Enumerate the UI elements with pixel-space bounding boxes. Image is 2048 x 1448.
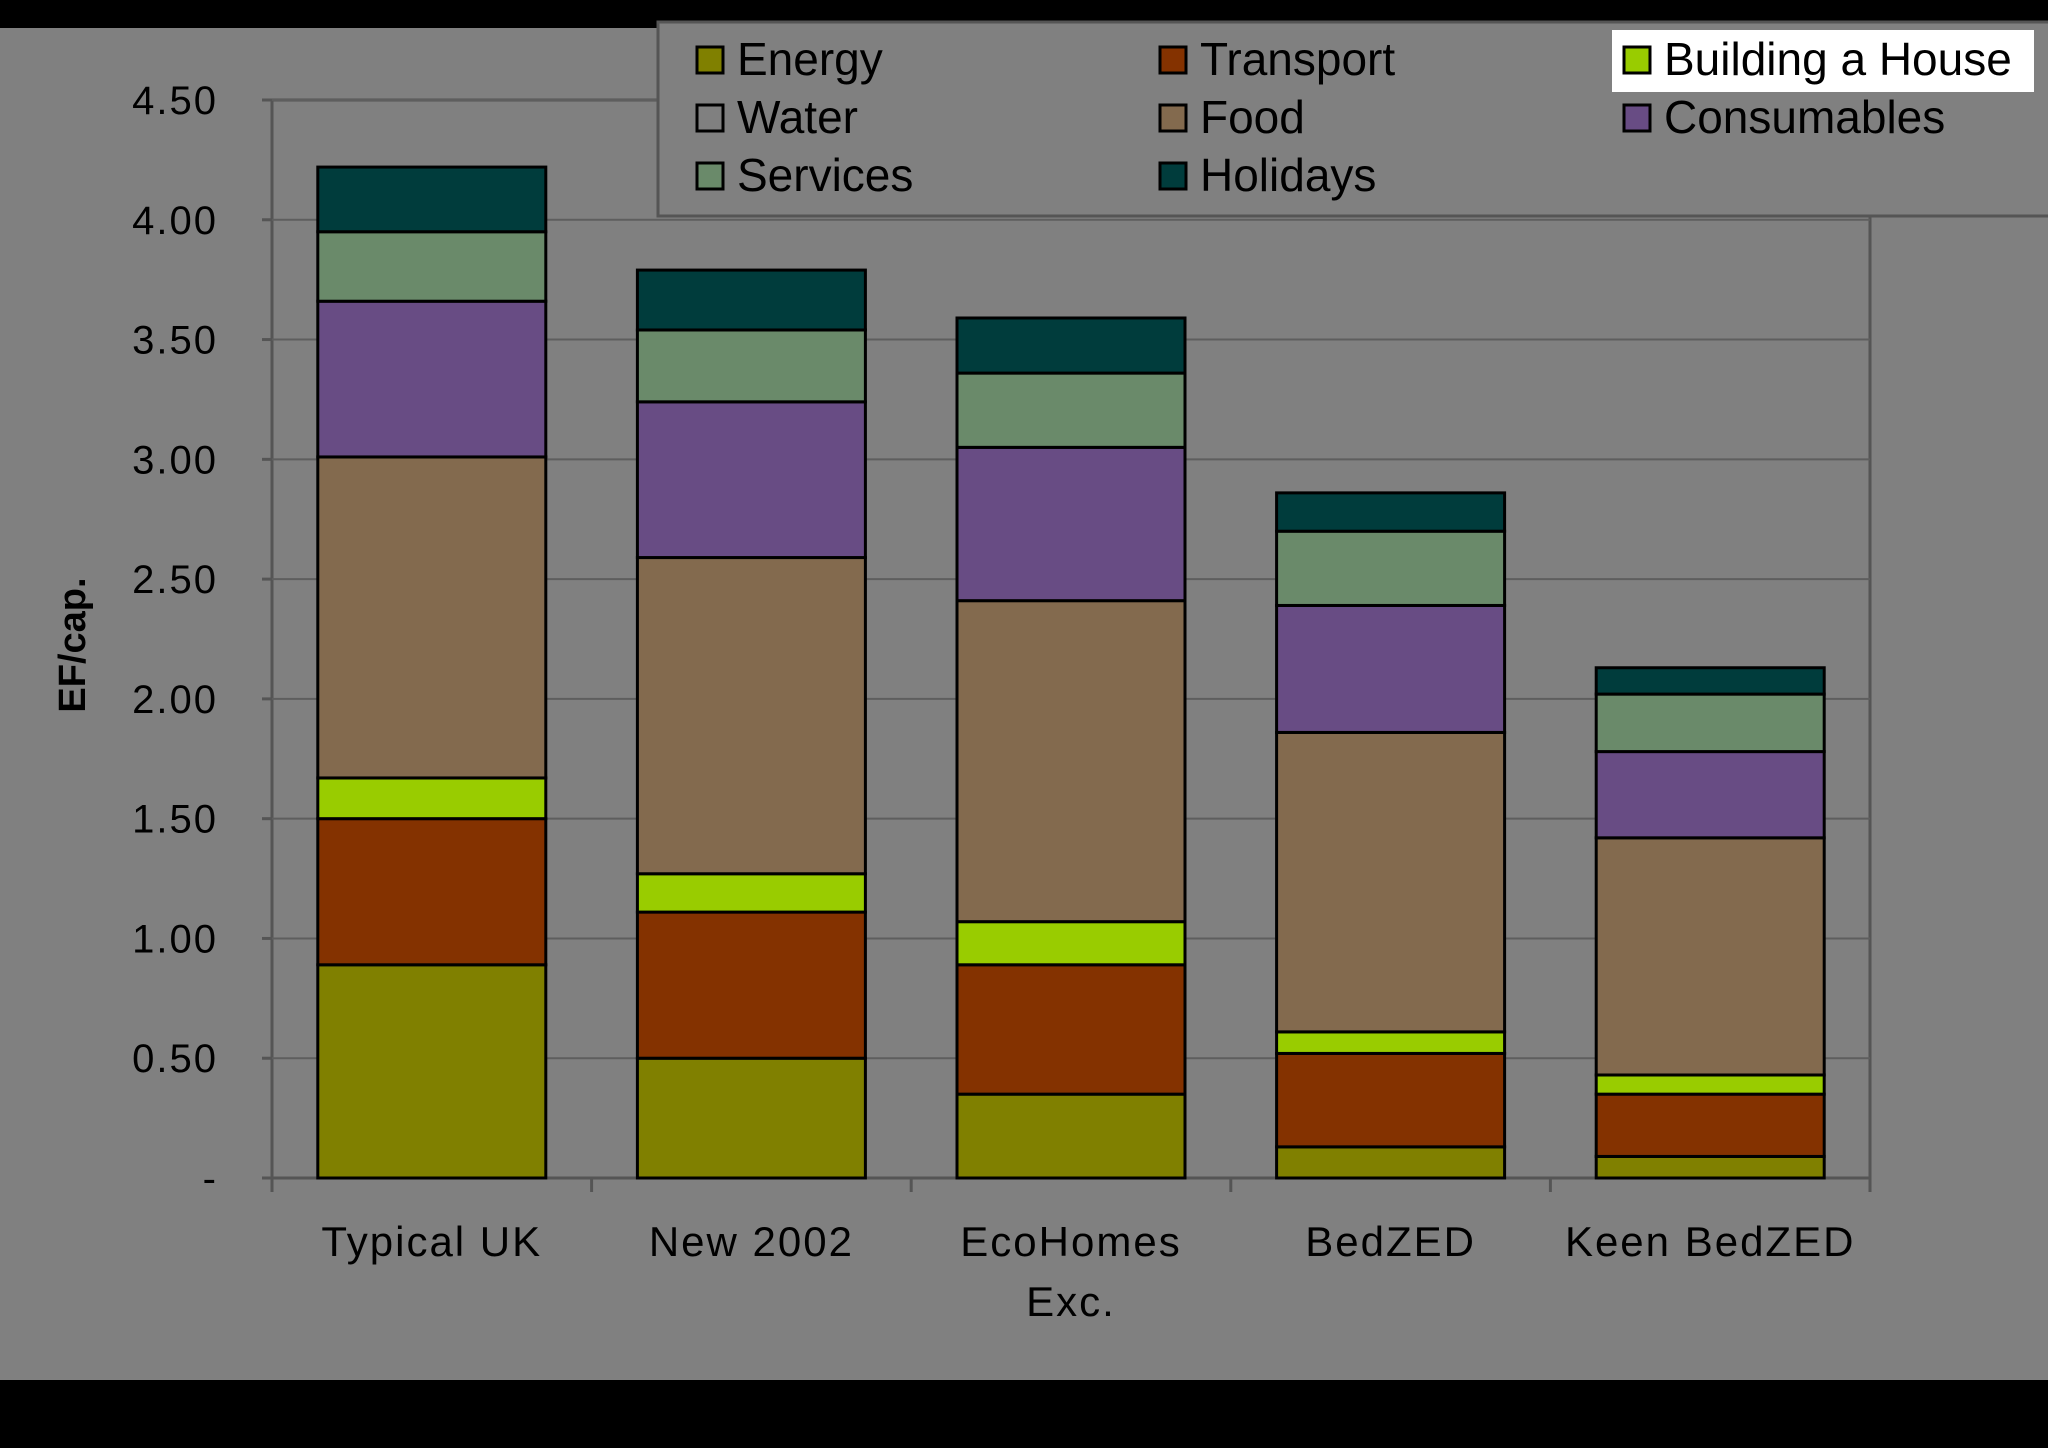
bar-segment-building-a-house [955, 920, 1187, 967]
legend-label-food: Food [1200, 91, 1305, 143]
bar-segment-consumables [316, 299, 548, 459]
bar-segment-food [1594, 836, 1826, 1077]
category-label: Typical UK [321, 1218, 542, 1265]
category-label: Keen BedZED [1565, 1218, 1856, 1265]
bar-segment-holidays [1275, 491, 1507, 533]
bar-segment-consumables [1275, 603, 1507, 734]
legend-label-energy: Energy [737, 33, 883, 85]
y-tick-label: 3.50 [132, 319, 218, 363]
bar-segment-energy [955, 1092, 1187, 1180]
legend-swatch-transport [1158, 45, 1188, 75]
legend-swatch-building-a-house [1622, 45, 1652, 75]
y-tick-label: 1.00 [132, 917, 218, 961]
bar-segment-transport [1275, 1051, 1507, 1149]
bar-segment-services [316, 230, 548, 303]
legend-swatch-energy [695, 45, 725, 75]
bar-segment-energy [316, 963, 548, 1180]
bar-segment-energy [635, 1056, 867, 1180]
bar-segment-transport [1594, 1092, 1826, 1158]
bar-segment-energy [1594, 1154, 1826, 1180]
bar-segment-holidays [635, 268, 867, 332]
bar-segment-transport [955, 963, 1187, 1096]
bar-segment-food [316, 455, 548, 780]
bar-segment-consumables [635, 400, 867, 560]
bar-segment-food [955, 599, 1187, 924]
category-label: BedZED [1305, 1218, 1476, 1265]
bar-segment-consumables [955, 445, 1187, 603]
legend: Energy Water Services Transport Food Holidays… [656, 20, 2048, 218]
legend-label-consumables: Consumables [1664, 91, 1945, 143]
bar-segment-holidays [955, 316, 1187, 375]
bar-segment-building-a-house [1275, 1030, 1507, 1055]
y-tick-label: 3.00 [132, 438, 218, 482]
legend-label-building-a-house: Building a House [1664, 33, 2012, 85]
y-tick-label: 2.00 [132, 678, 218, 722]
y-tick-label: 4.50 [132, 79, 218, 123]
bar-segment-holidays [316, 165, 548, 234]
y-axis-label: EF/cap. [52, 577, 94, 712]
legend-label-water: Water [737, 91, 858, 143]
bar-segment-energy [1275, 1145, 1507, 1180]
bar-segment-transport [316, 817, 548, 967]
y-tick-label: 0.50 [132, 1037, 218, 1081]
legend-swatch-consumables [1622, 103, 1652, 133]
y-tick-label: 1.50 [132, 798, 218, 842]
bar-segment-food [1275, 730, 1507, 1034]
bar-segment-services [635, 328, 867, 404]
bar-segment-building-a-house [316, 776, 548, 821]
legend-highlight [1612, 30, 2034, 92]
bar-segment-building-a-house [1594, 1073, 1826, 1096]
legend-swatch-food [1158, 103, 1188, 133]
legend-label-transport: Transport [1200, 33, 1395, 85]
legend-label-services: Services [737, 149, 913, 201]
y-tick-label: - [203, 1157, 218, 1201]
category-label: Exc. [1026, 1278, 1116, 1325]
legend-swatch-water [695, 103, 725, 133]
bar-segment-food [635, 556, 867, 876]
y-tick-label: 4.00 [132, 199, 218, 243]
bar-segment-services [1594, 692, 1826, 754]
y-axis: - 0.50 1.00 1.50 2.00 2.50 3.00 3.50 4.00 4.50 [132, 79, 272, 1201]
bars [316, 165, 1826, 1180]
bar-segment-services [955, 371, 1187, 449]
legend-label-holidays: Holidays [1200, 149, 1376, 201]
legend-swatch-holidays [1158, 161, 1188, 191]
y-tick-label: 2.50 [132, 558, 218, 602]
bar-segment-holidays [1594, 666, 1826, 696]
legend-swatch-services [695, 161, 725, 191]
category-label: EcoHomes [960, 1218, 1181, 1265]
bar-segment-building-a-house [635, 872, 867, 914]
bar-segment-transport [635, 910, 867, 1060]
category-label: New 2002 [649, 1218, 854, 1265]
bar-segment-services [1275, 529, 1507, 607]
bar-segment-consumables [1594, 750, 1826, 840]
